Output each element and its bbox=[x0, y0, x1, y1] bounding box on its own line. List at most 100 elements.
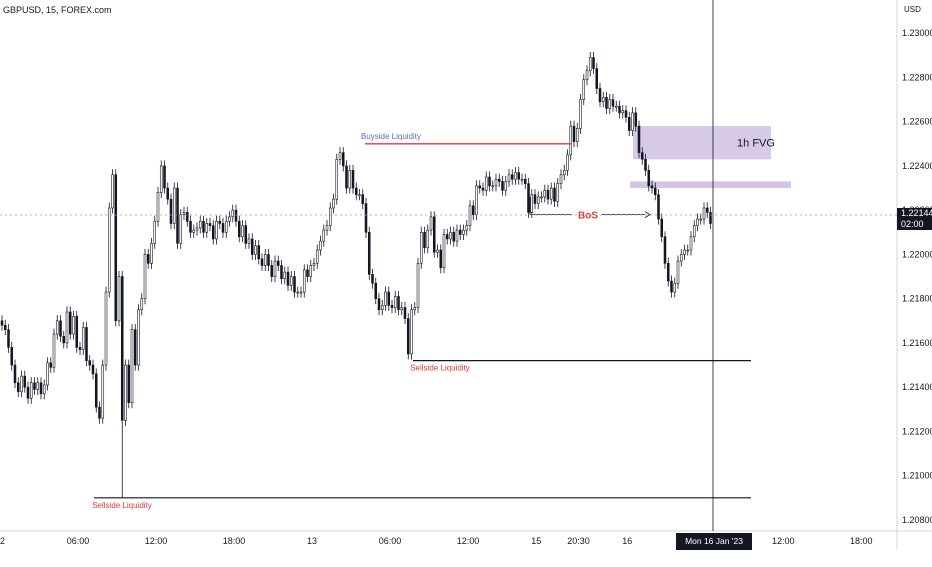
price-axis-bg bbox=[897, 0, 932, 550]
candle-body bbox=[413, 307, 417, 311]
candles bbox=[0, 51, 712, 498]
candle-body bbox=[16, 382, 20, 392]
candle-body bbox=[208, 223, 212, 226]
candle-body bbox=[696, 218, 699, 226]
candle-body bbox=[520, 178, 524, 181]
x-tick-label: 20:30 bbox=[567, 536, 590, 546]
candle-body bbox=[59, 320, 62, 337]
candle-body bbox=[462, 229, 465, 235]
candle-body bbox=[78, 347, 82, 350]
candle-body bbox=[72, 316, 75, 335]
candle-body bbox=[653, 187, 657, 195]
candle-body bbox=[559, 174, 563, 184]
candle-body bbox=[351, 170, 355, 189]
candle-body bbox=[88, 360, 92, 366]
candle-body bbox=[273, 260, 277, 277]
candle-body bbox=[179, 214, 183, 244]
candle-body bbox=[445, 234, 449, 240]
candle-body bbox=[640, 152, 644, 160]
candle-body bbox=[676, 260, 680, 284]
candle-body bbox=[364, 203, 368, 233]
candle-body bbox=[692, 225, 696, 238]
candle-body bbox=[68, 311, 72, 335]
candle-body bbox=[260, 258, 264, 266]
candle-body bbox=[442, 234, 446, 269]
crosshair-time-label: Mon 16 Jan '23 07:00 bbox=[676, 533, 752, 563]
candle-body bbox=[325, 225, 329, 231]
candle-body bbox=[562, 170, 566, 176]
candle-body bbox=[406, 318, 410, 355]
sellside-liquidity-label: Sellside Liquidity bbox=[410, 364, 470, 373]
candle-body bbox=[124, 364, 127, 421]
candle-body bbox=[299, 291, 303, 294]
candle-body bbox=[689, 236, 693, 251]
candle-body bbox=[104, 291, 108, 366]
candle-body bbox=[33, 382, 36, 390]
candle-body bbox=[575, 128, 579, 142]
x-tick-label: 16 bbox=[622, 536, 632, 546]
candle-body bbox=[0, 320, 4, 326]
x-tick-label: 12:00 bbox=[772, 536, 795, 546]
candle-body bbox=[670, 280, 673, 293]
candle-body bbox=[198, 220, 202, 229]
candle-body bbox=[65, 311, 69, 344]
x-tick-label: 15 bbox=[531, 536, 541, 546]
candle-body bbox=[452, 232, 456, 242]
candle-body bbox=[491, 185, 495, 188]
candle-body bbox=[205, 223, 209, 233]
price-chart[interactable]: 1h FVG Buyside Liquidity Sellside Liquidi… bbox=[0, 0, 932, 550]
candle-body bbox=[631, 112, 634, 131]
candle-body bbox=[29, 382, 33, 399]
candle-body bbox=[432, 216, 436, 253]
bos-arrowhead bbox=[644, 211, 651, 218]
currency-unit: USD bbox=[904, 5, 921, 14]
candle-body bbox=[182, 212, 186, 215]
candle-body bbox=[546, 189, 550, 200]
candle-body bbox=[468, 205, 472, 226]
candle-body bbox=[335, 159, 339, 200]
candle-body bbox=[244, 225, 248, 244]
candle-body bbox=[517, 172, 521, 180]
candle-body bbox=[683, 249, 686, 255]
last-price-value: 1.22144 bbox=[901, 208, 932, 218]
candle-body bbox=[497, 178, 501, 182]
candle-body bbox=[228, 216, 231, 222]
candle-body bbox=[536, 196, 540, 204]
candle-body bbox=[543, 189, 547, 198]
candle-body bbox=[410, 309, 413, 355]
candle-body bbox=[3, 324, 7, 330]
candle-body bbox=[614, 105, 618, 108]
candle-body bbox=[306, 269, 309, 277]
y-tick-label: 1.22600 bbox=[902, 117, 932, 127]
fvg-thin-zone bbox=[630, 181, 791, 189]
candle-body bbox=[159, 165, 163, 193]
candle-body bbox=[62, 335, 66, 344]
candle-body bbox=[380, 305, 384, 311]
candle-body bbox=[699, 218, 703, 221]
candle-body bbox=[657, 194, 660, 220]
candle-body bbox=[504, 181, 508, 191]
candle-body bbox=[627, 116, 631, 131]
candle-body bbox=[484, 176, 488, 191]
candle-body bbox=[647, 170, 651, 187]
candle-body bbox=[423, 232, 426, 249]
candle-body bbox=[588, 57, 592, 72]
candle-body bbox=[400, 307, 404, 311]
candle-body bbox=[176, 187, 179, 244]
candle-body bbox=[611, 99, 615, 107]
candle-body bbox=[624, 110, 628, 118]
candle-body bbox=[533, 194, 537, 204]
candle-body bbox=[621, 110, 625, 114]
candle-body bbox=[579, 99, 582, 129]
candle-body bbox=[384, 291, 387, 306]
candle-body bbox=[55, 320, 59, 335]
candle-body bbox=[465, 225, 469, 231]
candle-body bbox=[471, 205, 475, 215]
chart-window: 1h FVG Buyside Liquidity Sellside Liquidi… bbox=[0, 0, 932, 550]
candle-body bbox=[530, 194, 534, 213]
y-tick-label: 1.21000 bbox=[902, 471, 932, 481]
candle-body bbox=[322, 229, 326, 242]
candle-body bbox=[52, 333, 56, 368]
sellside-liquidity-label-low: Sellside Liquidity bbox=[92, 501, 152, 510]
candle-body bbox=[23, 375, 27, 388]
